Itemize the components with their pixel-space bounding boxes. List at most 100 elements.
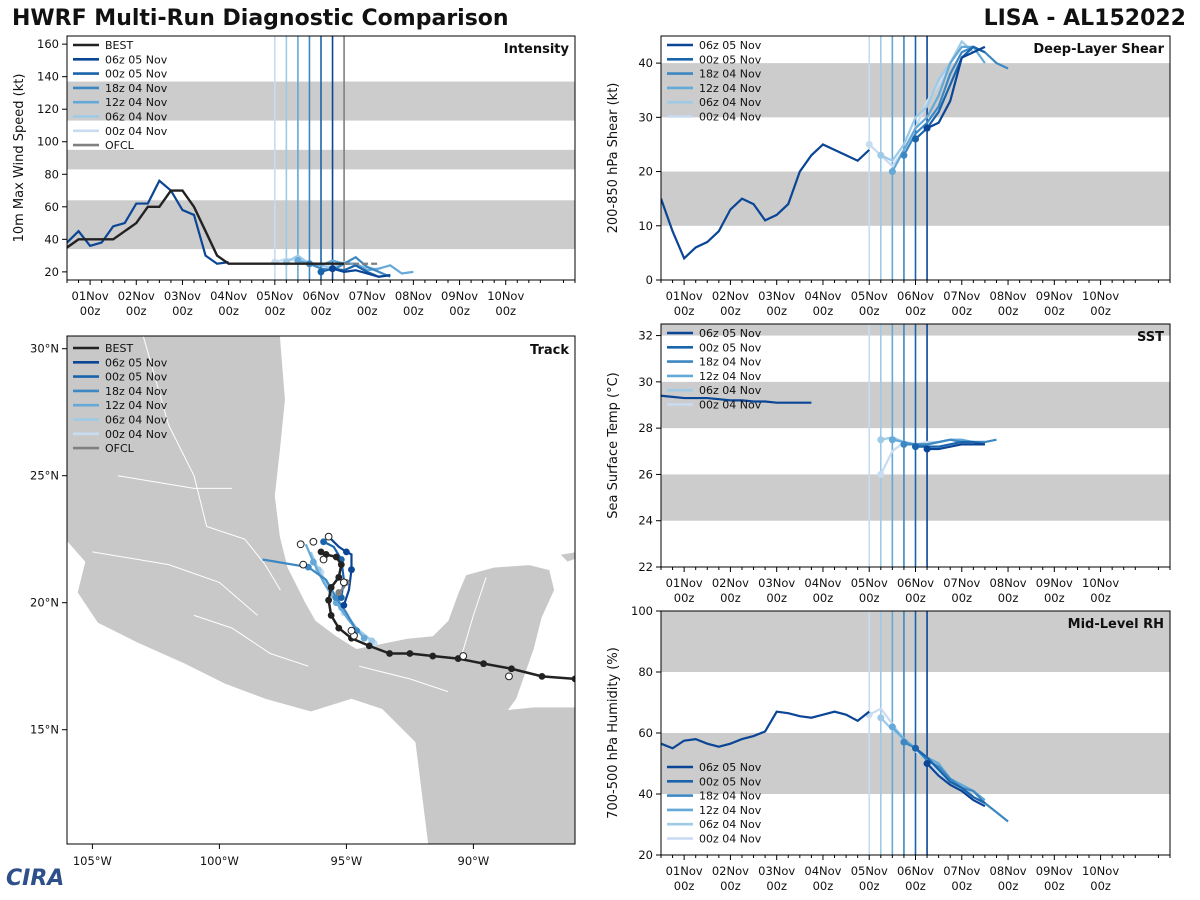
y-axis-label: 10m Max Wind Speed (kt) — [12, 74, 27, 243]
x-tick-label: 00z — [813, 591, 834, 605]
y-tick-label: 30 — [638, 110, 653, 124]
init-marker — [912, 135, 919, 143]
x-tick-label: 02Nov — [712, 576, 749, 590]
x-tick-label: 02Nov — [712, 289, 749, 303]
panel-title: Intensity — [504, 42, 570, 57]
storm-title: LISA - AL152022 — [983, 6, 1186, 31]
x-tick-label: 04Nov — [804, 289, 841, 303]
track-open-marker — [339, 578, 348, 587]
init-marker — [888, 723, 896, 731]
y-tick-label: 15°N — [30, 723, 59, 737]
x-tick-label: 01Nov — [666, 289, 703, 303]
x-tick-label: 00z — [449, 304, 470, 318]
track-marker — [309, 558, 317, 566]
y-axis-label: 700-500 hPa Humidity (%) — [606, 647, 621, 819]
track-marker — [337, 561, 345, 568]
x-tick-label: 07Nov — [943, 576, 980, 590]
init-marker — [900, 738, 908, 746]
x-tick-label: 00z — [905, 591, 926, 605]
x-tick-label: 03Nov — [758, 864, 795, 878]
legend-label: 12z 04 Nov — [699, 82, 762, 95]
x-tick-label: 00z — [1044, 304, 1065, 318]
x-tick-label: 00z — [674, 879, 695, 893]
track-marker — [406, 650, 414, 657]
x-tick-label: 02Nov — [118, 289, 155, 303]
x-tick-label: 00z — [264, 304, 285, 318]
page-title: HWRF Multi-Run Diagnostic Comparison — [12, 6, 509, 31]
init-marker — [877, 470, 885, 478]
x-tick-label: 01Nov — [666, 576, 703, 590]
x-tick-label: 00z — [1044, 879, 1065, 893]
x-tick-label: 00z — [126, 304, 147, 318]
x-tick-label: 09Nov — [1036, 289, 1073, 303]
track-marker — [508, 665, 515, 673]
cira-logo: CIRA — [6, 866, 65, 891]
y-tick-label: 120 — [37, 102, 59, 116]
series-line — [903, 438, 997, 446]
legend-label: 00z 04 Nov — [105, 428, 168, 441]
track-marker — [365, 642, 373, 650]
y-tick-label: 0 — [646, 273, 653, 287]
series-line — [661, 394, 812, 404]
x-tick-label: 00z — [720, 591, 741, 605]
x-tick-label: 05Nov — [851, 289, 888, 303]
x-tick-label: 09Nov — [1036, 864, 1073, 878]
track-marker — [327, 584, 335, 591]
init-marker — [923, 760, 931, 767]
x-tick-label: 00z — [218, 304, 239, 318]
x-tick-label: 00z — [859, 879, 880, 893]
x-tick-label: 00z — [403, 304, 424, 318]
x-tick-label: 06Nov — [897, 576, 934, 590]
init-marker — [294, 256, 302, 264]
track-marker — [337, 594, 345, 602]
x-tick-label: 00z — [951, 304, 972, 318]
y-tick-label: 28 — [638, 421, 653, 435]
x-tick-label: 10Nov — [1082, 576, 1119, 590]
legend-label: 00z 04 Nov — [699, 833, 762, 846]
legend-label: 00z 05 Nov — [699, 341, 762, 354]
y-tick-label: 60 — [44, 200, 59, 214]
y-tick-label: 20 — [638, 848, 653, 862]
track-marker — [340, 601, 348, 609]
legend-label: 12z 04 Nov — [699, 804, 762, 817]
panel-title: Mid-Level RH — [1068, 617, 1164, 632]
track-open-marker — [505, 672, 513, 681]
track-marker — [327, 612, 335, 619]
legend-label: OFCL — [105, 442, 135, 455]
x-tick-label: 105°W — [73, 854, 112, 868]
y-tick-label: 24 — [638, 514, 653, 528]
x-tick-label: 07Nov — [943, 864, 980, 878]
y-tick-label: 80 — [44, 167, 59, 181]
legend-label: 00z 04 Nov — [699, 399, 762, 412]
init-marker — [923, 445, 931, 453]
series-line — [67, 179, 229, 265]
plot-area — [661, 36, 1170, 280]
legend-label: 18z 04 Nov — [699, 790, 762, 803]
legend-label: 06z 05 Nov — [105, 53, 168, 66]
track-marker — [317, 548, 325, 556]
x-tick-label: 04Nov — [804, 576, 841, 590]
y-tick-label: 26 — [638, 467, 653, 481]
x-tick-label: 00z — [674, 304, 695, 318]
legend-label: 06z 05 Nov — [699, 327, 762, 340]
track-marker — [335, 573, 343, 581]
state-border — [358, 665, 449, 693]
x-tick-label: 00z — [357, 304, 378, 318]
plot-area — [661, 324, 1170, 567]
x-tick-label: 10Nov — [1082, 864, 1119, 878]
x-tick-label: 01Nov — [666, 864, 703, 878]
x-tick-label: 00z — [1090, 591, 1111, 605]
x-tick-label: 08Nov — [990, 576, 1027, 590]
x-tick-label: 00z — [720, 879, 741, 893]
legend-label: 06z 04 Nov — [699, 384, 762, 397]
map-area — [67, 336, 575, 844]
x-tick-label: 00z — [720, 304, 741, 318]
track-open-marker — [309, 537, 318, 546]
y-tick-label: 60 — [638, 726, 653, 740]
x-tick-label: 10Nov — [487, 289, 524, 303]
legend-label: OFCL — [105, 139, 135, 152]
x-tick-label: 09Nov — [441, 289, 478, 303]
track-open-marker — [324, 532, 333, 541]
x-tick-label: 06Nov — [302, 289, 339, 303]
